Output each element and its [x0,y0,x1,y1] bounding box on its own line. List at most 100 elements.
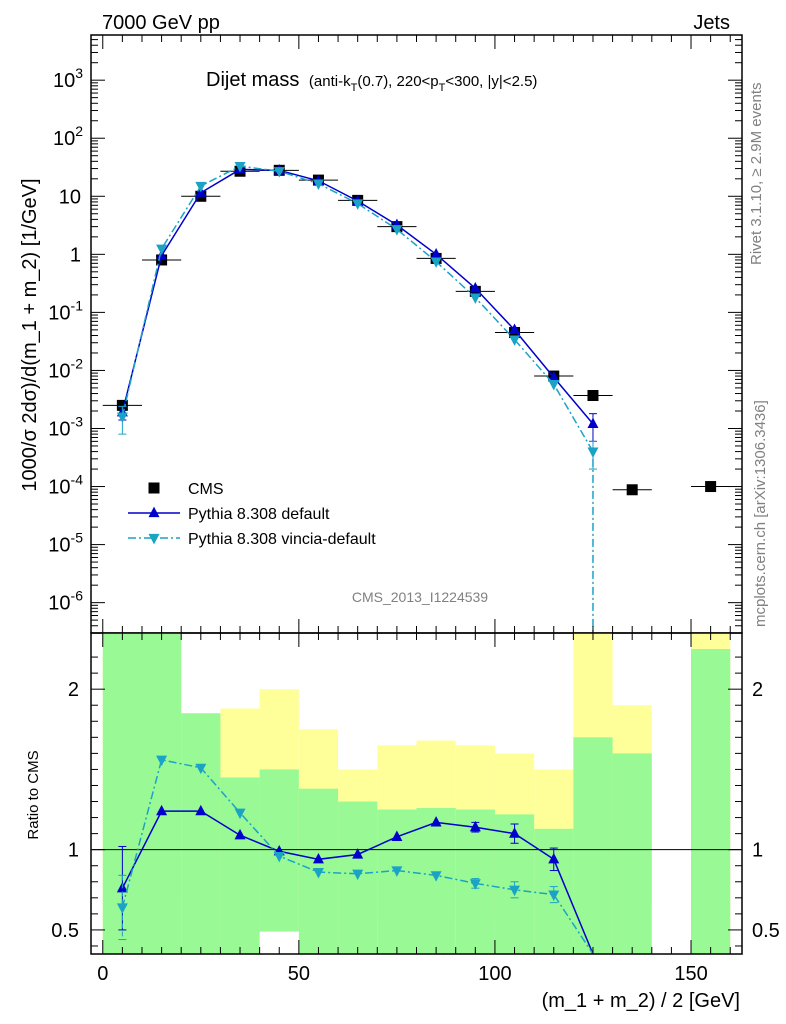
ratio-point [312,868,324,879]
main-plot-area [102,162,731,633]
mcplots-label: mcplots.cern.ch [arXiv:1306.3436] [752,400,769,627]
data-point [312,179,324,190]
ratio-point [430,816,442,827]
ratio-point [234,828,246,840]
legend-entry: CMS [148,481,224,498]
data-point [626,484,638,496]
data-point [587,447,599,458]
ratio-y-tick-label: 1 [68,840,79,862]
legend-label: Pythia 8.308 default [188,506,330,523]
data-point [587,390,599,402]
main-axes: 10-6 10-5 10-4 10-3 10-2 10-1 1 10 102 103 [48,34,742,634]
series-line [121,165,594,633]
ratio-point [352,869,364,881]
data-point [548,371,560,382]
green-band [612,753,652,954]
ratio-point [430,871,442,882]
data-point [509,335,521,346]
data-point [234,162,246,173]
data-point [587,417,599,429]
data-point [705,481,717,493]
ratio-point [548,890,560,901]
header-right: Jets [693,12,730,34]
data-point [391,225,403,236]
legend-marker [148,506,160,518]
title-detail-1: (anti-k [309,73,351,90]
main-y-tick-label: 10-4 [48,472,83,499]
ratio-point [195,804,207,816]
ratio-point [312,852,324,864]
ratio-y-label: Ratio to CMS [25,750,42,839]
ratio-point [352,848,364,859]
x-tick-label: 100 [478,963,511,985]
ratio-panel: 0.5 0.5 1 1 2 2 0 50 100 150 Ratio to CMS (m_1 + … [25,632,780,1012]
ratio-plot-area [91,633,742,955]
ratio-point [156,755,168,767]
main-y-label: 1000/σ 2dσ)/d(m_1 + m_2) [1/GeV] [19,178,41,491]
green-band [141,633,182,954]
ratio-point [509,885,521,897]
data-point [548,380,560,391]
ratio-point [509,827,521,838]
ratio-point [195,763,207,775]
main-y-tick-label: 1 [70,244,81,266]
ratio-series-pythia-8-308-vincia-default [116,755,594,955]
data-point [116,412,128,423]
green-band [691,649,731,954]
main-y-tick-label: 10-6 [48,588,83,615]
ratio-point [548,852,560,864]
legend-marker [148,482,160,494]
data-point [469,293,481,304]
title-main: Dijet mass [206,69,299,91]
data-point [430,257,442,268]
title-detail-3: <300, |y|<2.5) [445,73,537,90]
main-y-tick-label: 10-2 [48,355,83,382]
main-y-tick-label: 10-1 [48,297,83,324]
ratio-y-tick-label-right: 2 [752,679,763,701]
main-panel: 10-6 10-5 10-4 10-3 10-2 10-1 1 10 102 103 CMS_20… [19,34,743,634]
data-point [352,199,364,210]
ratio-y-tick-label-right: 0.5 [752,920,780,942]
series-cms [102,164,731,496]
main-y-tick-label: 10-3 [48,413,83,440]
data-point [156,244,168,256]
legend-label: Pythia 8.308 vincia-default [188,531,376,548]
rivet-label: Rivet 3.1.10, ≥ 2.9M events [748,83,765,266]
legend-label: CMS [188,481,224,498]
title-sub-1: T [351,82,358,94]
ratio-point [391,830,403,841]
legend: CMS Pythia 8.308 default Pythia 8.308 vinc… [128,481,376,548]
data-point [509,323,521,334]
green-band [181,713,221,954]
ratio-point [156,804,168,816]
title-sub-2: T [439,82,446,94]
ratio-point [116,903,128,914]
x-axis-label: (m_1 + m_2) / 2 [GeV] [542,990,740,1012]
title-detail-2: (0.7), 220<p [357,73,438,90]
ratio-y-tick-label: 2 [68,679,79,701]
ratio-point [391,866,403,877]
legend-marker [148,533,160,545]
legend-entry: Pythia 8.308 default [128,506,330,523]
data-point [469,281,481,293]
plot-title: Dijet mass (anti-kT(0.7), 220<pT<300, |y… [206,69,537,94]
data-point [195,181,207,193]
legend-entry: Pythia 8.308 vincia-default [128,531,376,548]
series-pythia-8-308-vincia-default [116,162,599,633]
green-band [573,737,613,954]
main-y-tick-label: 103 [53,65,83,92]
main-y-tick-label: 102 [53,123,83,150]
main-y-tick-label: 10-5 [48,530,83,557]
x-tick-label: 0 [97,963,108,985]
ratio-y-tick-label: 0.5 [51,920,79,942]
header-left: 7000 GeV pp [102,12,220,34]
x-tick-label: 150 [674,963,707,985]
ratio-axes: 0.5 0.5 1 1 2 2 0 50 100 150 [51,633,780,985]
ratio-point [234,808,246,820]
ratio-point [273,851,285,863]
ratio-y-tick-label-right: 1 [752,840,763,862]
main-y-tick-label: 10 [59,186,81,208]
x-tick-label: 50 [288,963,310,985]
ratio-point [469,820,481,832]
